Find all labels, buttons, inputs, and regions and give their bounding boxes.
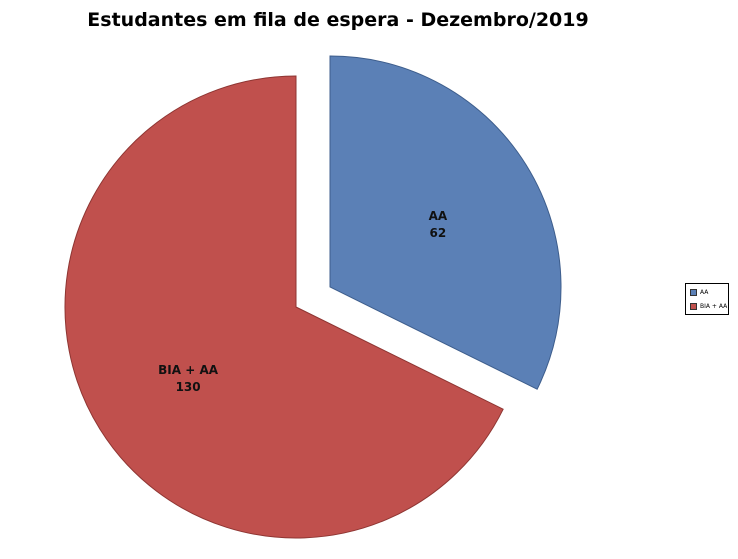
legend-swatch xyxy=(690,302,697,310)
legend-swatch xyxy=(690,288,697,296)
legend-item: AA xyxy=(686,286,728,298)
pie-slice-aa xyxy=(329,55,562,390)
data-label-name: BIA + AA xyxy=(158,363,219,377)
data-label-value: 130 xyxy=(176,380,201,394)
pie-slice-bia-aa xyxy=(64,75,504,539)
legend-label: AA xyxy=(700,288,709,296)
data-label-name: AA xyxy=(429,209,448,223)
data-label-value: 62 xyxy=(430,226,447,240)
chart-title: Estudantes em fila de espera - Dezembro/… xyxy=(87,9,589,31)
legend-item: BIA + AA xyxy=(686,300,728,312)
legend: AA BIA + AA xyxy=(685,283,729,315)
legend-label: BIA + AA xyxy=(700,302,728,310)
